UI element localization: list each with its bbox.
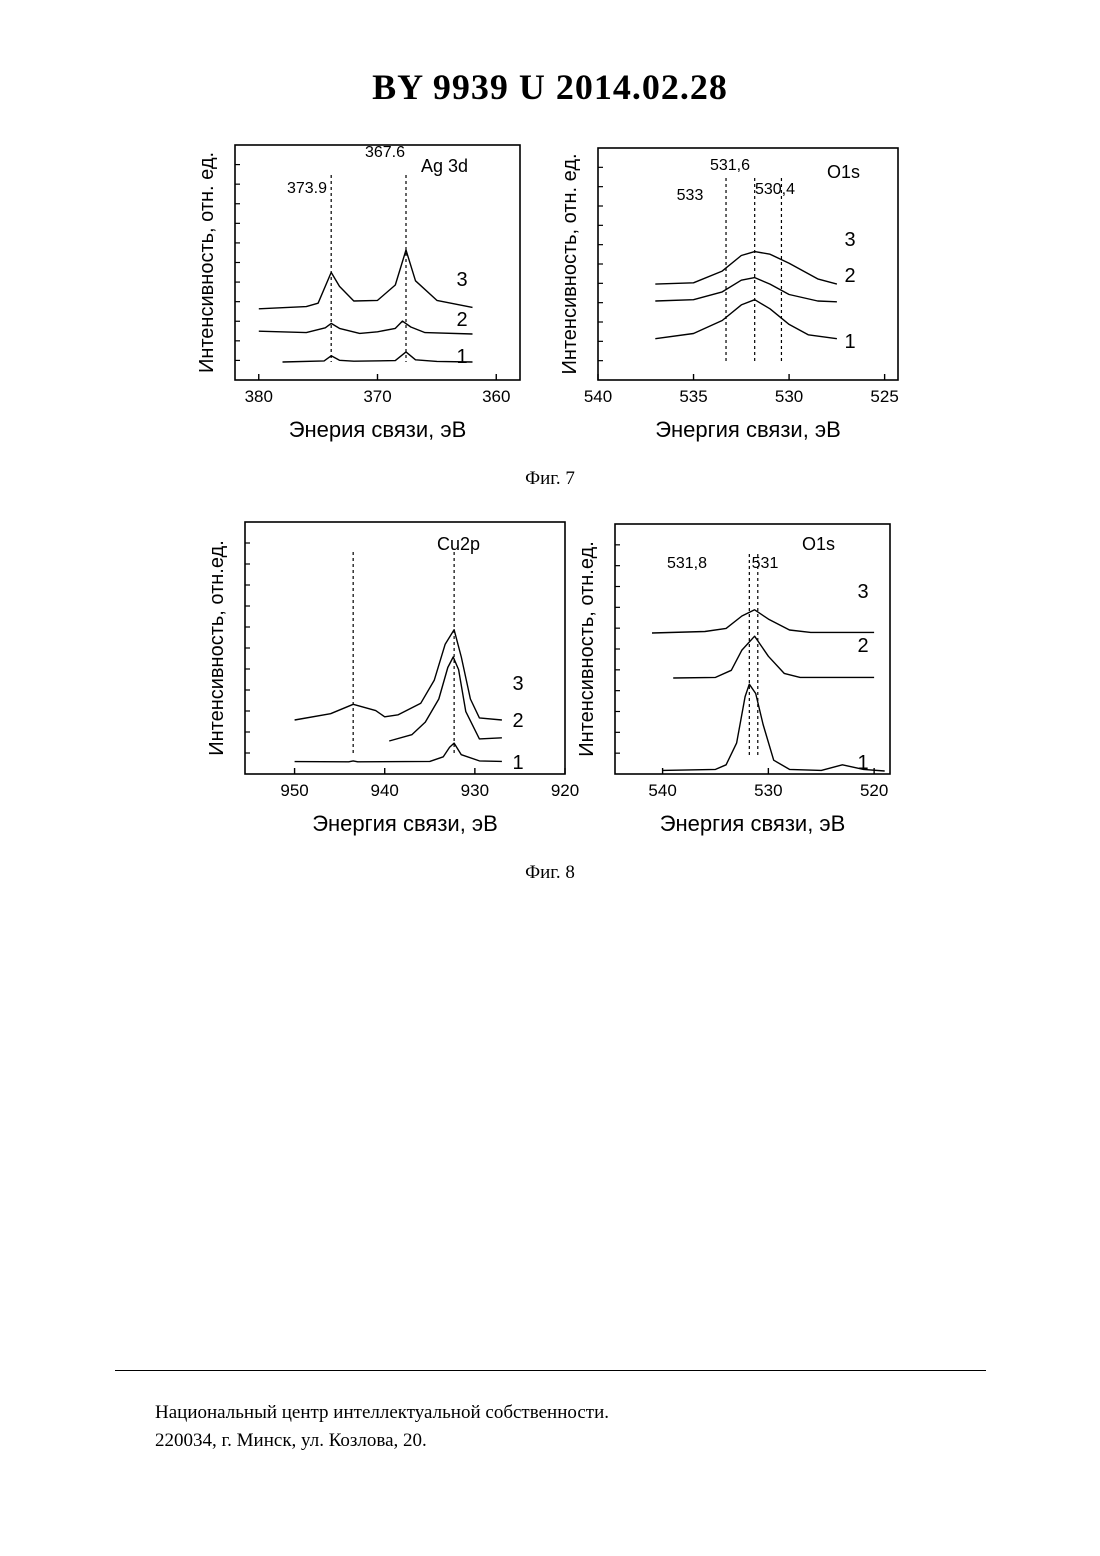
y-axis-title: Интенсивность, отн. ед. [196,152,218,373]
chart-cu2p: 950940930920Энергия связи, эВИнтенсивнос… [200,510,590,840]
x-tick-label: 950 [280,781,308,800]
peak-annotation: 367.6 [365,144,405,161]
x-axis-title: Энергия связи, эВ [655,417,841,442]
document-header: BY 9939 U 2014.02.28 [0,66,1100,108]
spectrum-series-1 [295,743,502,762]
peak-annotation: 530,4 [755,181,795,198]
x-axis-title: Энерия связи, эВ [289,417,467,442]
spectrum-series-3 [652,610,874,633]
series-label: 2 [512,710,523,732]
x-tick-label: 370 [363,387,391,406]
panel-label: Ag 3d [421,156,468,176]
peak-annotation: 531,6 [710,157,750,174]
peak-annotation: 533 [677,187,704,204]
x-tick-label: 530 [754,781,782,800]
series-label: 1 [844,331,855,353]
x-tick-label: 540 [648,781,676,800]
x-axis-title: Энергия связи, эВ [312,811,498,836]
y-axis-title: Интенсивность, отн.ед. [206,540,228,756]
series-label: 2 [844,265,855,287]
plot-frame [235,145,520,380]
x-tick-label: 380 [245,387,273,406]
x-tick-label: 520 [860,781,888,800]
x-axis-title: Энергия связи, эВ [660,811,846,836]
x-tick-label: 360 [482,387,510,406]
chart-ag3d: 380 370 360 Энерия связи, эВ Интенсивность, … [190,130,550,450]
spectrum-series-1 [655,300,837,339]
figure-caption-7: Фиг. 7 [0,468,1100,490]
chart-o1s-fig8: 540 530 520 Энергия связи, эВ Интенсивность,… [575,510,900,840]
figure-caption-8: Фиг. 8 [0,862,1100,884]
panel-label: Cu2p [437,534,480,554]
x-tick-label: 940 [371,781,399,800]
x-tick-label: 930 [461,781,489,800]
spectrum-series-2 [259,321,473,334]
y-axis-title: Интенсивность, отн.ед. [576,541,598,757]
x-tick-label: 540 [584,387,612,406]
series-label: 1 [456,346,467,368]
spectrum-series-1 [283,352,473,362]
series-label: 1 [857,752,868,774]
x-tick-label: 535 [679,387,707,406]
panel-label: O1s [827,162,860,182]
footer-divider [115,1370,986,1371]
spectrum-series-3 [295,630,502,720]
x-tick-label: 525 [870,387,898,406]
spectrum-series-3 [259,250,473,309]
series-label: 3 [512,673,523,695]
x-tick-label: 530 [775,387,803,406]
footer-organization: Национальный центр интеллектуальной собс… [155,1402,609,1424]
series-label: 3 [844,229,855,251]
series-label: 3 [456,269,467,291]
series-label: 2 [456,309,467,331]
chart-o1s-fig7: 540 535 530 525 Энергия связи, эВ Интенсивнос… [550,130,910,450]
spectrum-series-2 [389,657,502,741]
spectrum-series-2 [673,636,874,678]
y-axis-title: Интенсивность, отн. ед. [559,153,581,374]
footer-address: 220034, г. Минск, ул. Козлова, 20. [155,1430,427,1452]
spectrum-series-1 [663,684,885,771]
series-label: 3 [857,581,868,603]
peak-annotation: 531,8 [667,555,707,572]
panel-label: O1s [802,534,835,554]
peak-annotation: 373.9 [287,180,327,197]
peak-annotation: 531 [752,555,779,572]
series-label: 1 [512,752,523,774]
series-label: 2 [857,635,868,657]
spectrum-series-2 [655,278,837,302]
